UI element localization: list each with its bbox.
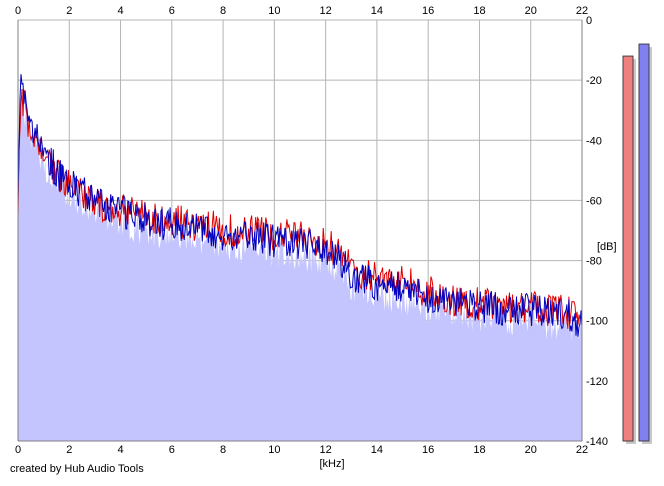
- x-tick-labels-bottom: 0 2 4 6 8 10 12 14 16 18 20 22: [15, 444, 588, 456]
- x-axis-label: [kHz]: [319, 458, 344, 470]
- x-tick-label-bottom: 2: [66, 444, 72, 456]
- x-tick-label-top: 2: [66, 5, 72, 17]
- spectrum-lines: [17, 74, 583, 337]
- y-tick-label: -100: [586, 316, 608, 328]
- credit-text: created by Hub Audio Tools: [10, 463, 144, 475]
- x-tick-label-top: 14: [371, 5, 383, 17]
- x-tick-label-bottom: 0: [15, 444, 21, 456]
- y-tick-label: -120: [586, 376, 608, 388]
- x-tick-label-bottom: 6: [169, 444, 175, 456]
- y-axis-label: [dB]: [597, 241, 617, 253]
- spectrum-fill: [18, 95, 582, 442]
- y-tick-label: -80: [586, 256, 602, 268]
- spectrum-area: [18, 95, 582, 442]
- series-line-blue: [17, 74, 583, 337]
- x-tick-label-bottom: 4: [117, 444, 123, 456]
- x-tick-label-top: 10: [268, 5, 280, 17]
- x-tick-label-top: 8: [220, 5, 226, 17]
- x-tick-labels-top: 0 2 4 6 8 10 12 14 16 18 20 22: [15, 5, 588, 17]
- y-tick-label: -40: [586, 135, 602, 147]
- x-tick-label-bottom: 22: [576, 444, 588, 456]
- x-tick-label-top: 18: [473, 5, 485, 17]
- x-tick-label-bottom: 18: [473, 444, 485, 456]
- y-tick-label: 0: [586, 15, 592, 27]
- y-tick-labels: 0 -20 -40 -60 -80 -100 -120 -140: [586, 15, 608, 448]
- y-tick-label: -140: [586, 436, 608, 448]
- x-tick-label-bottom: 10: [268, 444, 280, 456]
- x-tick-label-bottom: 14: [371, 444, 383, 456]
- x-tick-label-bottom: 8: [220, 444, 226, 456]
- x-tick-label-bottom: 12: [320, 444, 332, 456]
- axes: [17, 20, 583, 442]
- x-tick-label-top: 0: [15, 5, 21, 17]
- x-tick-label-top: 22: [576, 5, 588, 17]
- level-meter-left: [622, 55, 634, 442]
- level-meter-right: [638, 43, 650, 442]
- y-tick-label: -60: [586, 195, 602, 207]
- x-tick-label-top: 20: [525, 5, 537, 17]
- x-tick-label-bottom: 20: [525, 444, 537, 456]
- series-line-red: [17, 88, 583, 329]
- x-tick-label-top: 4: [117, 5, 123, 17]
- y-tick-label: -20: [586, 75, 602, 87]
- x-tick-label-top: 12: [320, 5, 332, 17]
- level-meters: [622, 43, 652, 445]
- x-tick-label-top: 16: [422, 5, 434, 17]
- x-tick-label-top: 6: [169, 5, 175, 17]
- x-tick-label-bottom: 16: [422, 444, 434, 456]
